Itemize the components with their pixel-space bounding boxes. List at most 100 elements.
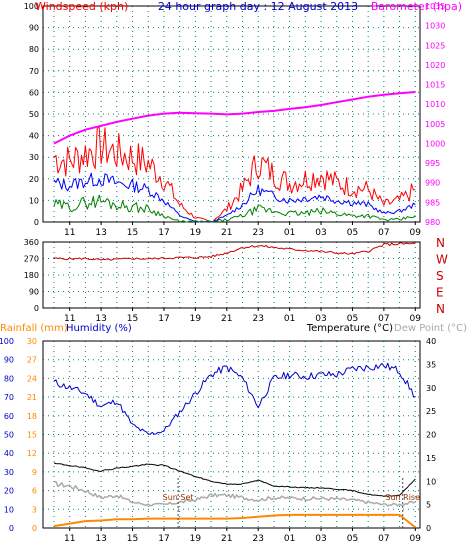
x-tick-label: 19 <box>190 534 202 544</box>
y-axis-right-panel-1: 980 985 990 995 1000 1005 1010 1015 1020 1025 1030… <box>425 2 445 227</box>
y-tick-label: 0 <box>32 524 37 533</box>
compass-label: E <box>436 286 444 300</box>
y-tick-label: 27 <box>27 356 37 365</box>
x-tick-label: 17 <box>158 534 169 544</box>
y-tick-label: 995 <box>425 159 440 168</box>
x-tick-label: 03 <box>315 534 326 544</box>
x-tick-label: 21 <box>221 228 232 238</box>
x-tick-label: 23 <box>252 228 263 238</box>
series-wind-gust <box>53 125 416 223</box>
x-tick-label: 15 <box>127 314 138 324</box>
y-axis-humidity: 0 10 20 30 40 50 60 70 80 90 100 <box>0 337 14 533</box>
x-tick-label: 17 <box>158 314 169 324</box>
y-tick-label: 1035 <box>425 2 445 11</box>
sunrise-label: Sun Rise <box>385 493 420 502</box>
plot-frame-3 <box>42 340 421 529</box>
y-tick-label: 24 <box>27 374 37 383</box>
series-wind-low <box>53 194 416 223</box>
y-tick-label: 1000 <box>425 139 445 148</box>
y-tick-label: 100 <box>0 337 14 346</box>
x-tick-label: 09 <box>410 534 422 544</box>
y-axis-temperature: 0 5 10 15 20 25 30 35 40 <box>426 337 436 533</box>
y-tick-label: 90 <box>29 24 39 33</box>
x-tick-label: 23 <box>252 314 263 324</box>
y-axis-rain: 0 3 6 9 12 15 18 21 24 27 30 <box>27 337 37 533</box>
x-tick-label: 21 <box>221 534 232 544</box>
compass-label: N <box>436 236 445 250</box>
series-humidity <box>53 362 416 435</box>
y-tick-label: 180 <box>24 271 39 280</box>
y-tick-label: 12 <box>27 449 37 458</box>
y-tick-label: 20 <box>29 175 39 184</box>
series-temperature <box>53 462 416 497</box>
x-tick-label: 13 <box>95 314 106 324</box>
x-tick-label: 13 <box>95 228 106 238</box>
chart-title: 24 hour graph day : 12 August 2013 <box>158 0 358 13</box>
y-tick-label: 270 <box>24 255 39 264</box>
temperature-axis-label: Temperature (°C) <box>306 323 393 334</box>
y-tick-label: 0 <box>34 218 39 227</box>
y-tick-label: 10 <box>4 505 14 514</box>
sunset-label: Sun Set <box>163 493 194 502</box>
y-tick-label: 40 <box>4 449 14 458</box>
y-tick-label: 30 <box>29 153 39 162</box>
x-tick-label: 03 <box>315 228 326 238</box>
y-tick-label: 0 <box>9 524 14 533</box>
x-tick-label: 11 <box>64 534 75 544</box>
x-tick-label: 09 <box>410 228 422 238</box>
y-tick-label: 15 <box>27 431 37 440</box>
x-axis-panel-3: 11 13 15 17 19 21 23 01 03 05 07 09 <box>64 528 421 544</box>
x-tick-label: 05 <box>347 314 358 324</box>
y-tick-label: 50 <box>4 431 14 440</box>
plot-frame-1 <box>42 5 421 223</box>
compass-label: S <box>436 269 444 283</box>
y-tick-label: 70 <box>4 393 14 402</box>
x-tick-label: 11 <box>64 314 75 324</box>
y-tick-label: 30 <box>4 468 14 477</box>
y-tick-label: 980 <box>425 218 440 227</box>
x-tick-label: 07 <box>378 228 389 238</box>
y-tick-label: 1015 <box>425 81 445 90</box>
x-tick-label: 15 <box>127 228 138 238</box>
y-tick-label: 35 <box>426 360 436 369</box>
y-tick-label: 50 <box>29 110 39 119</box>
y-tick-label: 90 <box>4 356 14 365</box>
x-tick-label: 07 <box>378 314 389 324</box>
x-tick-label: 17 <box>158 228 169 238</box>
y-tick-label: 360 <box>24 238 39 247</box>
x-tick-label: 19 <box>190 314 202 324</box>
x-tick-label: 23 <box>252 534 263 544</box>
y-tick-label: 3 <box>32 505 37 514</box>
right-axis-label: Barometer (hpa) <box>371 0 462 13</box>
x-tick-label: 03 <box>315 314 326 324</box>
x-tick-label: 01 <box>284 228 295 238</box>
left-axis-label: Windspeed (kph) <box>35 0 128 13</box>
dewpoint-axis-label: Dew Point (°C) <box>394 323 467 334</box>
compass-label: N <box>436 302 445 316</box>
y-tick-label: 10 <box>426 477 436 486</box>
y-tick-label: 10 <box>29 196 39 205</box>
x-axis-panel-2: 11 13 15 17 19 21 23 01 03 05 07 09 <box>64 308 421 324</box>
series-rainfall <box>53 513 416 529</box>
y-tick-label: 0 <box>34 304 39 313</box>
x-tick-label: 19 <box>190 228 202 238</box>
y-tick-label: 40 <box>426 337 436 346</box>
y-tick-label: 80 <box>4 374 14 383</box>
y-tick-label: 1010 <box>425 100 445 109</box>
y-axis-left-panel-2: 0 90 180 270 360 <box>24 238 39 313</box>
y-tick-label: 20 <box>426 431 436 440</box>
y-tick-label: 40 <box>29 132 39 141</box>
y-tick-label: 9 <box>32 468 37 477</box>
humidity-axis-label: Humidity (%) <box>66 323 132 334</box>
rain-axis-label: Rainfall (mm) <box>0 323 68 334</box>
y-tick-label: 0 <box>426 524 431 533</box>
x-axis-panel-1: 11 13 15 17 19 21 23 01 03 05 07 09 <box>64 222 421 238</box>
x-tick-label: 11 <box>64 228 75 238</box>
y-tick-label: 1005 <box>425 120 445 129</box>
y-tick-label: 985 <box>425 198 440 207</box>
x-tick-label: 13 <box>95 534 106 544</box>
grid-panel-1 <box>42 5 421 223</box>
x-tick-label: 01 <box>284 534 295 544</box>
